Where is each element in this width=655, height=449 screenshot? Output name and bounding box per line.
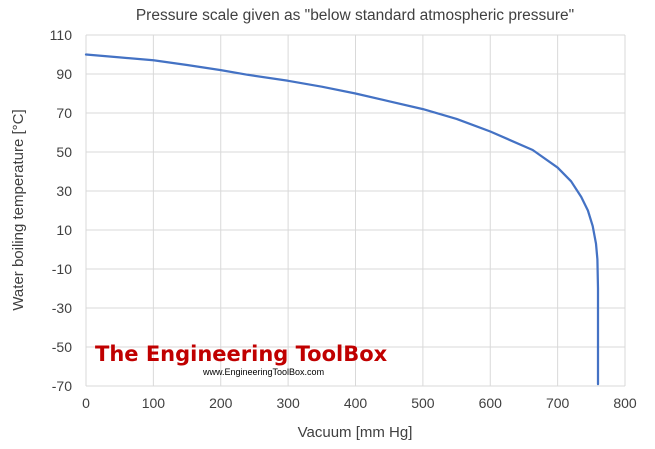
y-tick-label: 90 [56,66,72,82]
y-tick-label: 110 [50,27,73,43]
y-tick-label: 70 [56,105,72,121]
y-tick-label: 30 [56,183,72,199]
y-axis-title: Water boiling temperature [°C] [10,109,27,310]
series-layer [84,53,600,386]
y-tick-label: -30 [52,300,72,316]
x-tick-label: 0 [82,395,90,411]
x-tick-label: 700 [546,395,570,411]
x-tick-label: 600 [479,395,503,411]
x-tick-label: 800 [613,395,637,411]
chart-title: Pressure scale given as "below standard … [136,7,574,24]
y-tick-label: 10 [56,222,72,238]
x-tick-label: 500 [411,395,435,411]
watermark-url: www.EngineeringToolBox.com [202,367,324,377]
y-tick-label: -10 [52,261,72,277]
watermark-brand: The Engineering ToolBox [95,342,388,366]
y-tick-label: -70 [52,378,72,394]
series-line [84,53,600,386]
x-tick-label: 200 [209,395,233,411]
x-axis-title: Vacuum [mm Hg] [298,424,413,441]
x-tick-label: 100 [142,395,166,411]
tick-labels: 0 100 200 300 400 500 600 700 800 110 90 70 50 30 10 -1… [50,27,637,411]
watermark: The Engineering ToolBox www.EngineeringT… [95,342,388,377]
x-tick-label: 300 [276,395,300,411]
y-tick-label: -50 [52,339,72,355]
grid [85,34,626,387]
x-tick-label: 400 [344,395,368,411]
y-tick-label: 50 [56,144,72,160]
